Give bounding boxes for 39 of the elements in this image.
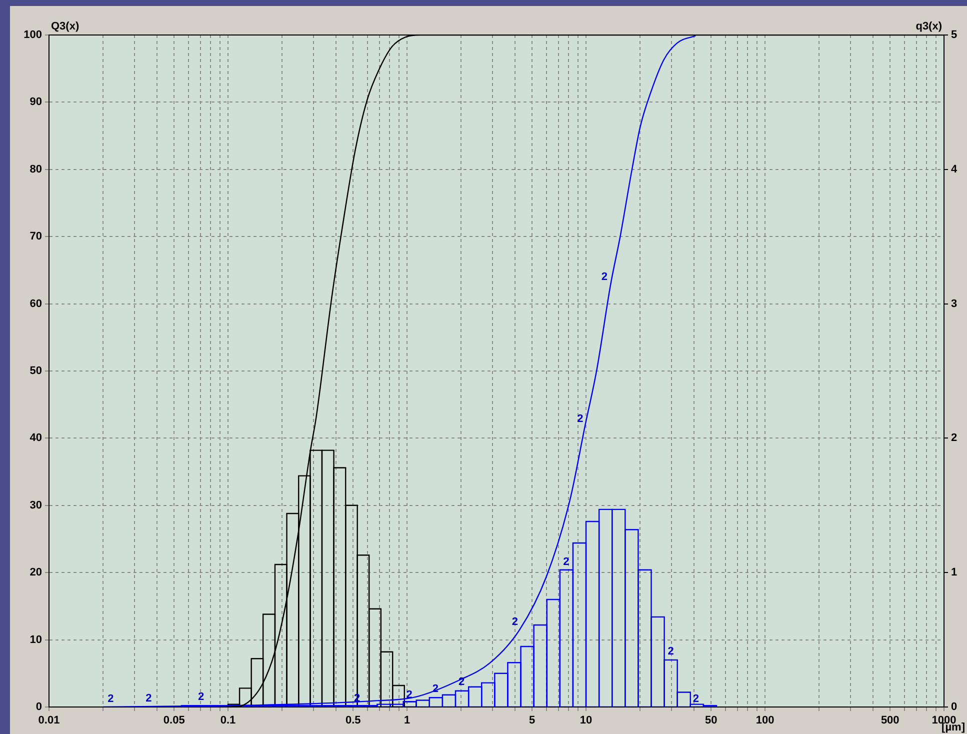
annotation: 2 bbox=[668, 645, 674, 658]
annotation: 2 bbox=[108, 693, 114, 706]
y-tick-label: 60 bbox=[30, 298, 42, 310]
annotation: 2 bbox=[146, 692, 152, 704]
y2-axis-title: q3(x) bbox=[916, 20, 942, 33]
x-tick-label: 100 bbox=[756, 714, 774, 727]
annotation: 2 bbox=[563, 556, 570, 568]
y-tick-label: 80 bbox=[30, 163, 42, 176]
x-tick-label: 0.01 bbox=[38, 714, 60, 727]
annotation: 2 bbox=[577, 412, 584, 425]
y-tick-label: 100 bbox=[24, 29, 42, 42]
x-tick-label: 500 bbox=[880, 714, 900, 727]
annotation: 2 bbox=[458, 676, 465, 688]
y2-tick-label: 5 bbox=[951, 29, 958, 42]
y-tick-label: 0 bbox=[36, 701, 42, 714]
x-tick-label: 10 bbox=[580, 714, 592, 727]
y2-tick-label: 0 bbox=[951, 701, 958, 714]
y2-tick-label: 3 bbox=[951, 298, 958, 310]
y2-tick-label: 4 bbox=[951, 163, 958, 176]
x-tick-label: 1 bbox=[404, 714, 410, 727]
y-tick-label: 20 bbox=[30, 566, 42, 579]
y-axis-title: Q3(x) bbox=[51, 20, 80, 33]
x-tick-label: 0.1 bbox=[220, 714, 236, 727]
annotation: 2 bbox=[512, 616, 518, 628]
y-tick-label: 90 bbox=[30, 96, 42, 108]
annotation: 2 bbox=[601, 271, 608, 284]
annotation: 2 bbox=[692, 693, 699, 706]
y-tick-label: 40 bbox=[30, 432, 42, 444]
y-tick-label: 10 bbox=[30, 634, 42, 646]
y-tick-label: 30 bbox=[30, 499, 42, 512]
y2-tick-label: 2 bbox=[951, 432, 958, 444]
x-tick-label: 50 bbox=[704, 714, 718, 727]
x-tick-label: 0.5 bbox=[345, 714, 361, 727]
x-tick-label: 0.05 bbox=[163, 714, 185, 727]
annotation: 2 bbox=[198, 691, 204, 704]
y2-tick-label: 1 bbox=[951, 566, 958, 579]
y-tick-label: 50 bbox=[30, 365, 42, 378]
x-tick-label: 5 bbox=[529, 714, 536, 727]
y-tick-label: 70 bbox=[30, 230, 42, 243]
